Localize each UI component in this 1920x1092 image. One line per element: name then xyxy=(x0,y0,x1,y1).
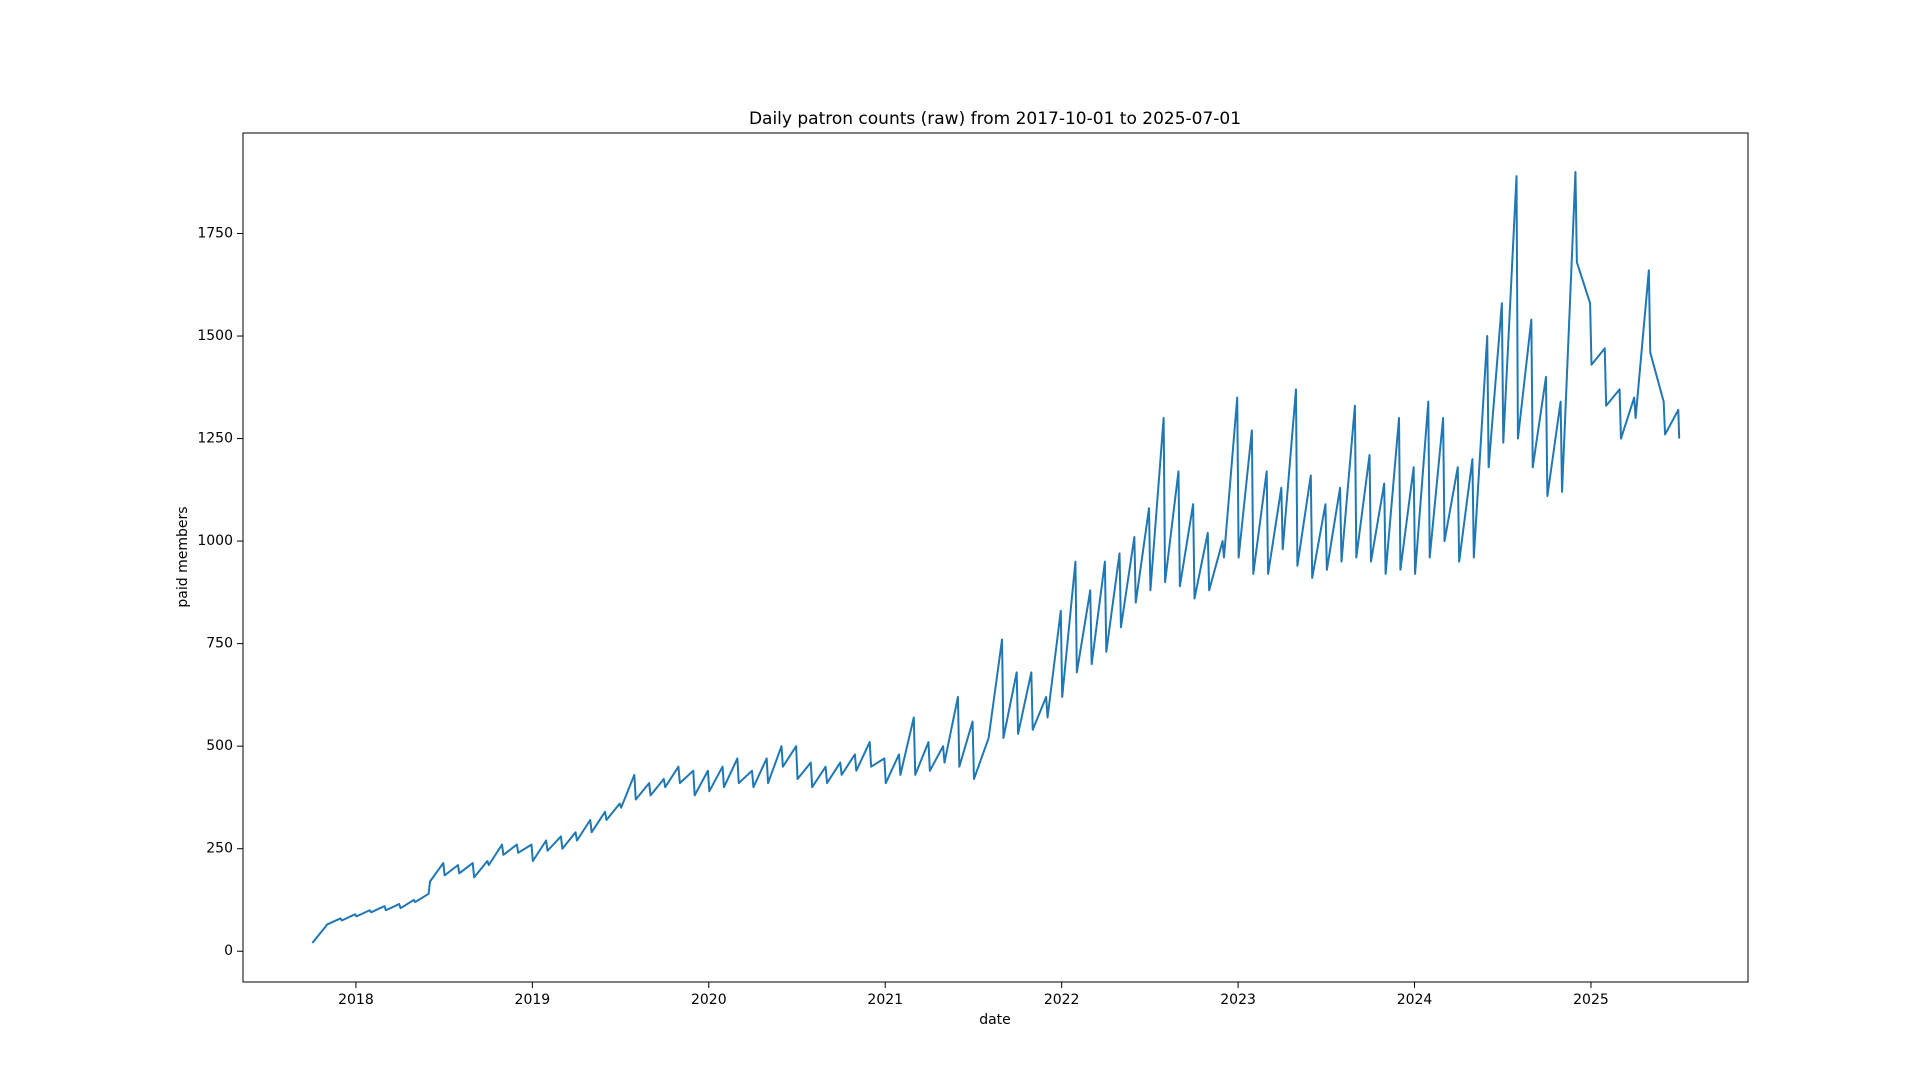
x-axis-label: date xyxy=(979,1012,1011,1028)
x-tick-label: 2022 xyxy=(1044,992,1080,1008)
y-tick-label: 1000 xyxy=(197,533,233,549)
data-line xyxy=(311,170,1681,944)
y-axis-label: paid members xyxy=(175,506,191,607)
y-tick-label: 500 xyxy=(206,738,233,754)
chart-title: Daily patron counts (raw) from 2017-10-0… xyxy=(749,109,1241,129)
x-tick-label: 2018 xyxy=(338,992,374,1008)
x-tick-label: 2024 xyxy=(1397,992,1433,1008)
x-tick-label: 2021 xyxy=(867,992,903,1008)
y-tick-label: 750 xyxy=(206,636,233,652)
x-tick-label: 2019 xyxy=(515,992,551,1008)
x-tick-label: 2020 xyxy=(691,992,727,1008)
x-tick-label: 2023 xyxy=(1220,992,1256,1008)
plot-frame xyxy=(242,132,1749,983)
y-tick-label: 0 xyxy=(224,943,233,959)
y-tick-label: 1500 xyxy=(197,328,233,344)
y-tick-label: 250 xyxy=(206,841,233,857)
y-tick-label: 1750 xyxy=(197,225,233,241)
y-tick-label: 1250 xyxy=(197,431,233,447)
x-tick-label: 2025 xyxy=(1573,992,1609,1008)
